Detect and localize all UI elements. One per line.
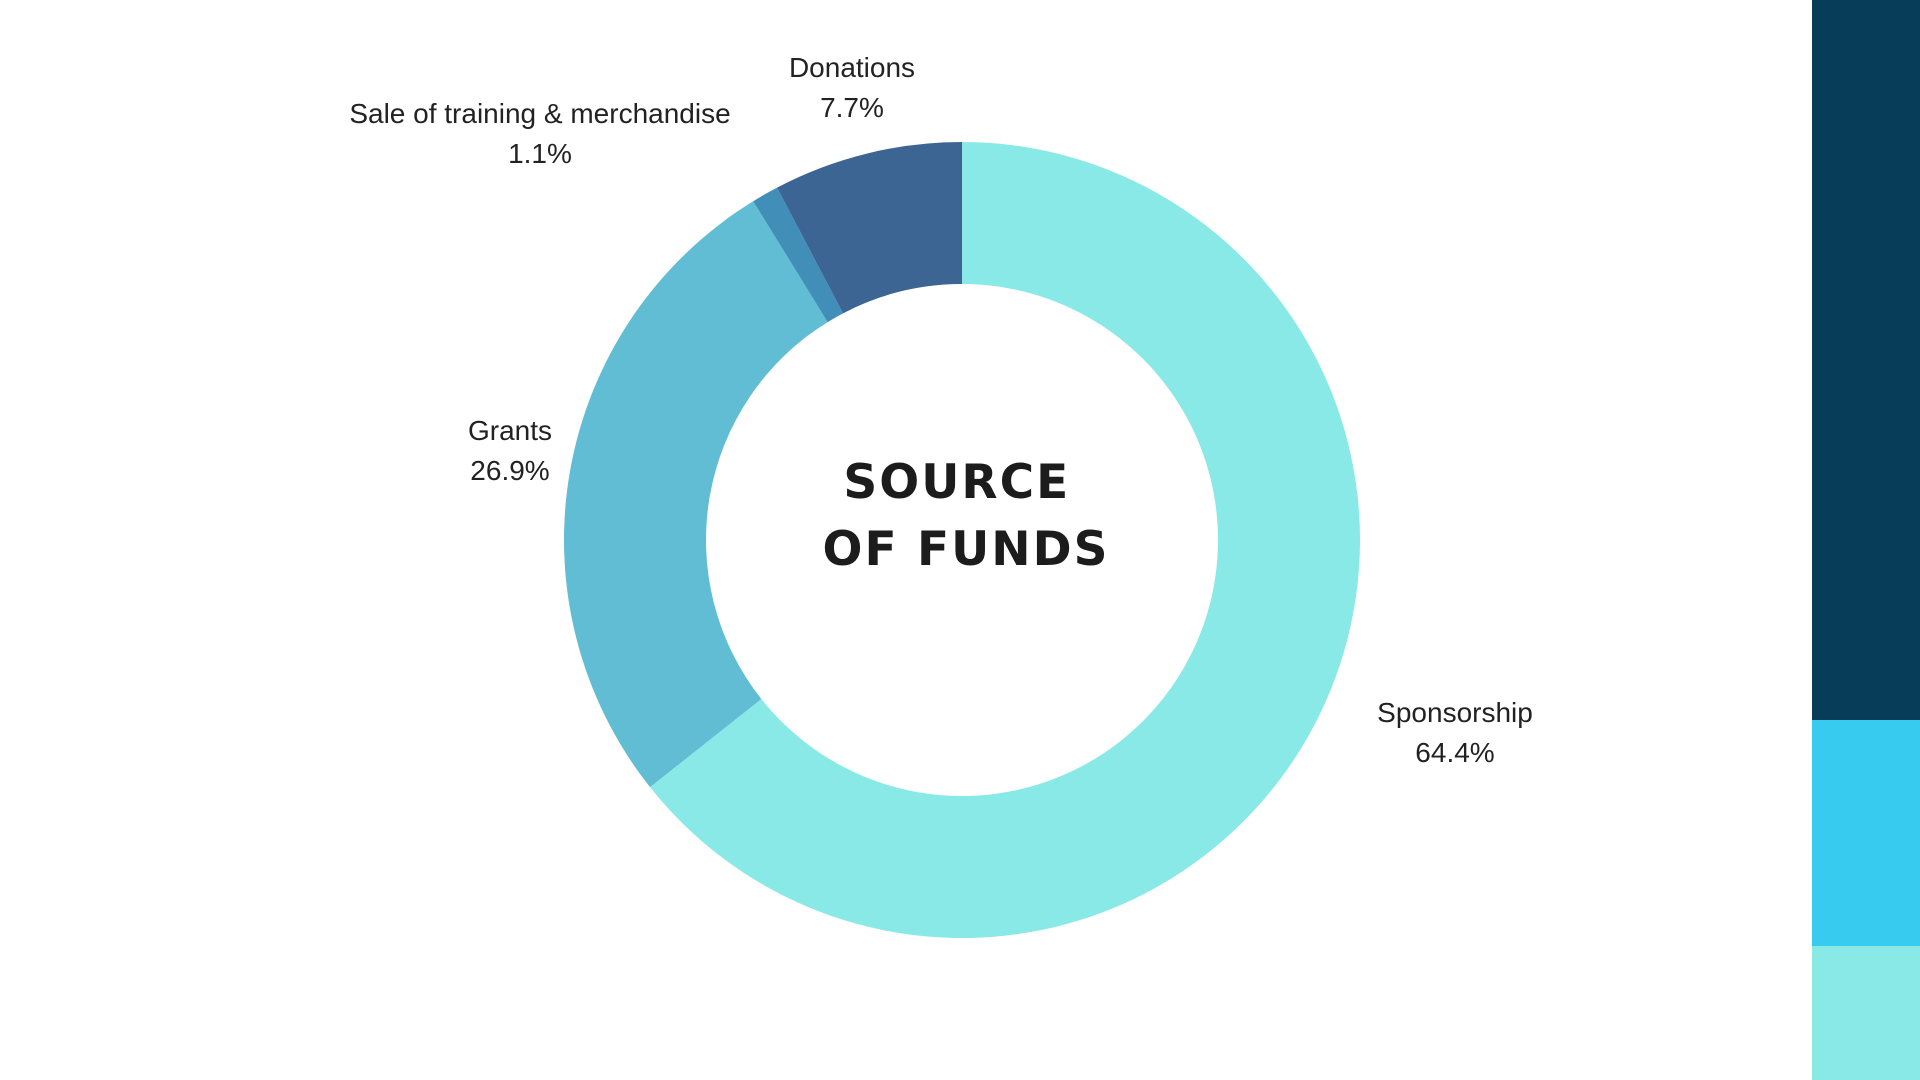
slice-label: Grants 26.9% [468,415,552,486]
slice-label-name: Sale of training & merchandise [349,98,730,129]
slice-label-name: Grants [468,415,552,446]
slice-sponsorship [650,142,1360,939]
side-stripe-bottom [1812,946,1920,1080]
donut-slices [563,142,1360,939]
slice-label-value: 7.7% [820,92,884,123]
slice-label-value: 26.9% [470,455,549,486]
slice-donations [777,142,962,314]
center-title-line-1: SOURCE [843,455,1070,510]
slice-label-name: Sponsorship [1377,697,1533,728]
slice-label: Sponsorship 64.4% [1377,697,1533,768]
slice-label: Sale of training & merchandise 1.1% [349,98,730,169]
side-stripe-middle [1812,720,1920,946]
center-title: SOURCE OF FUNDS [823,455,1110,577]
slice-grants [563,201,828,788]
side-stripe-top [1812,0,1920,720]
slice-labels: Sponsorship 64.4% Grants 26.9% Sale of train… [349,52,1532,768]
center-title-line-2: OF FUNDS [823,522,1110,577]
slice-label: Donations 7.7% [789,52,915,123]
slice-sale-of-training-merchandise [753,187,844,323]
slice-label-value: 1.1% [508,138,572,169]
slice-label-value: 64.4% [1415,737,1494,768]
slice-label-name: Donations [789,52,915,83]
